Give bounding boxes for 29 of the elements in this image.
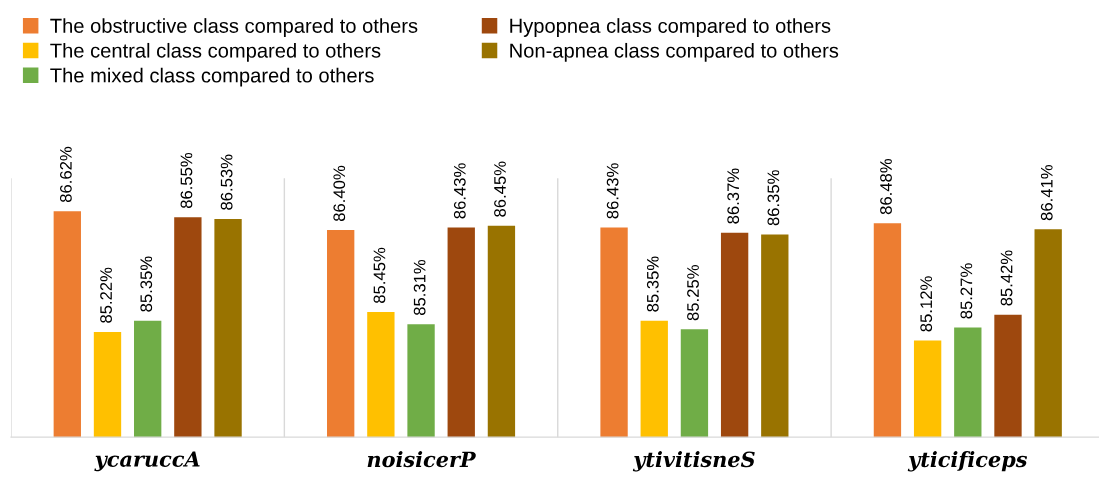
data-label: 85.22%	[100, 267, 112, 323]
legend-label: Hypopnea class compared to others	[510, 18, 831, 37]
data-label: 85.42%	[1000, 250, 1013, 306]
data-label: 86.35%	[767, 170, 780, 226]
x-tick-label: noisicerP	[367, 451, 476, 468]
legend-label: The obstructive class compared to others	[50, 18, 418, 37]
data-label: 85.12%	[920, 276, 933, 332]
data-label: 86.53%	[220, 154, 233, 210]
legend-label: The central class compared to others	[50, 42, 381, 62]
data-label: 86.37%	[727, 168, 740, 224]
data-label: 86.62%	[59, 146, 72, 203]
data-label: 85.25%	[687, 265, 699, 321]
data-label: 85.27%	[960, 263, 973, 319]
x-tick-label: ycaruccA	[94, 451, 200, 472]
data-label: 86.45%	[494, 161, 506, 217]
data-label: 86.55%	[180, 152, 193, 209]
legend-label: Non-apnea class compared to others	[510, 42, 839, 62]
x-tick-label: ytivitisneS	[632, 451, 755, 472]
x-tick-label: yticificeps	[907, 451, 1028, 472]
data-label: 85.45%	[373, 247, 386, 304]
data-label: 86.48%	[880, 158, 892, 215]
data-label: 86.43%	[606, 163, 619, 219]
data-label: 86.43%	[453, 163, 466, 219]
data-label: 85.31%	[413, 259, 426, 316]
data-label: 86.40%	[333, 165, 346, 222]
data-label: 85.35%	[140, 256, 153, 312]
legend-label: The mixed class compared to others	[50, 67, 374, 87]
data-label: 85.35%	[646, 256, 659, 312]
data-label: 86.41%	[1040, 164, 1053, 221]
